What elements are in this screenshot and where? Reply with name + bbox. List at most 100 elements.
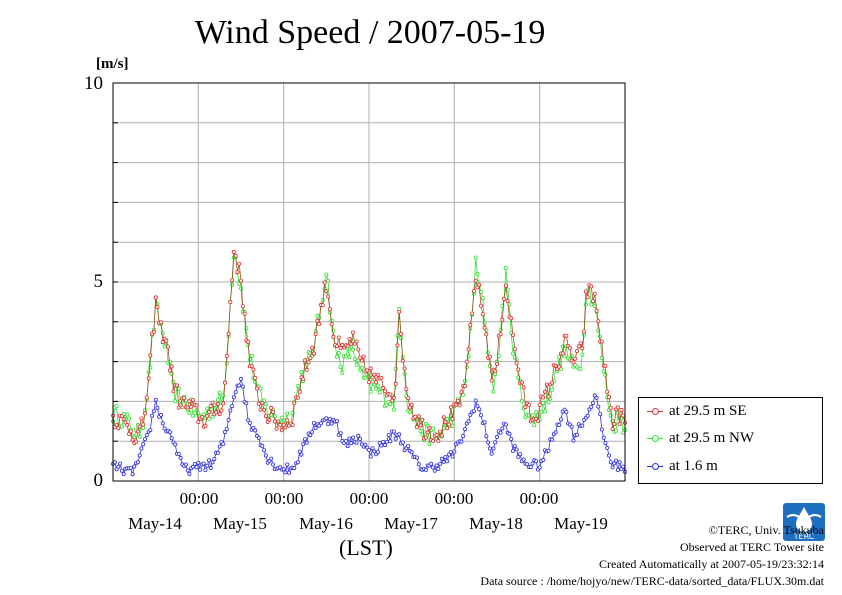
data-point-0-144 xyxy=(366,380,371,385)
data-point-2-279 xyxy=(607,453,612,458)
data-point-2-122 xyxy=(327,417,332,422)
data-point-1-276 xyxy=(601,369,606,374)
x-tick-time-4: 00:00 xyxy=(434,489,474,508)
data-point-1-180 xyxy=(430,426,435,431)
data-point-0-111 xyxy=(308,356,313,361)
data-point-0-71 xyxy=(237,261,242,266)
data-point-2-147 xyxy=(372,449,377,454)
chart-title: Wind Speed / 2007-05-19 xyxy=(194,14,546,51)
data-point-0-278 xyxy=(605,389,610,394)
data-point-0-134 xyxy=(349,341,354,346)
data-point-0-226 xyxy=(512,347,517,352)
data-point-0-202 xyxy=(470,311,475,316)
data-point-2-113 xyxy=(311,420,316,425)
data-point-2-277 xyxy=(603,441,608,446)
data-point-0-63 xyxy=(222,380,227,385)
data-point-0-43 xyxy=(187,399,192,404)
data-point-2-1 xyxy=(112,460,117,465)
data-point-1-205 xyxy=(475,271,480,276)
data-point-1-225 xyxy=(510,351,515,356)
data-point-1-128 xyxy=(338,364,343,369)
data-point-0-105 xyxy=(297,389,302,394)
data-point-0-124 xyxy=(331,334,336,339)
data-point-0-116 xyxy=(317,321,322,326)
data-point-1-263 xyxy=(578,366,583,371)
data-point-2-139 xyxy=(358,436,363,441)
data-point-2-16 xyxy=(139,446,144,451)
data-point-2-138 xyxy=(356,433,361,438)
data-point-0-42 xyxy=(185,405,190,410)
data-point-2-211 xyxy=(486,440,491,445)
data-point-0-120 xyxy=(324,289,329,294)
data-point-0-244 xyxy=(544,382,549,387)
data-point-0-281 xyxy=(610,426,615,431)
x-tick-date-may18: May-18 xyxy=(469,514,523,533)
data-point-0-287 xyxy=(621,413,626,418)
data-point-0-275 xyxy=(599,339,604,344)
data-point-1-29 xyxy=(162,344,167,349)
data-point-1-208 xyxy=(480,296,485,301)
series-layer xyxy=(111,249,628,477)
data-point-0-182 xyxy=(434,432,439,437)
data-point-0-65 xyxy=(226,331,231,336)
data-point-0-21 xyxy=(148,353,153,358)
data-point-1-17 xyxy=(141,425,146,430)
data-point-2-89 xyxy=(269,456,274,461)
legend: at 29.5 m SE at 29.5 m NW at 1.6 m xyxy=(638,397,823,484)
data-point-2-45 xyxy=(190,464,195,469)
data-point-0-128 xyxy=(338,345,343,350)
data-point-2-76 xyxy=(246,418,251,423)
data-point-0-213 xyxy=(489,378,494,383)
data-point-2-226 xyxy=(512,444,517,449)
data-point-0-225 xyxy=(510,332,515,337)
data-point-0-162 xyxy=(398,331,403,336)
data-point-2-268 xyxy=(587,407,592,412)
data-point-2-135 xyxy=(350,435,355,440)
data-point-2-287 xyxy=(621,464,626,469)
data-point-1-126 xyxy=(334,354,339,359)
data-point-2-60 xyxy=(217,444,222,449)
data-point-0-224 xyxy=(509,316,514,321)
data-point-0-80 xyxy=(253,375,258,380)
data-point-1-242 xyxy=(541,401,546,406)
plot-frame xyxy=(112,82,626,482)
data-point-2-57 xyxy=(212,457,217,462)
data-point-0-191 xyxy=(450,416,455,421)
data-point-0-153 xyxy=(382,389,387,394)
data-point-0-123 xyxy=(329,322,334,327)
data-point-2-280 xyxy=(608,460,613,465)
data-point-2-216 xyxy=(494,434,499,439)
data-point-2-108 xyxy=(302,437,307,442)
data-point-0-200 xyxy=(466,347,471,352)
data-point-2-82 xyxy=(256,435,261,440)
data-point-0-255 xyxy=(564,333,569,338)
y-tick-label-0: 0 xyxy=(93,470,104,491)
data-point-0-118 xyxy=(320,303,325,308)
data-point-2-120 xyxy=(324,416,329,421)
data-point-2-97 xyxy=(283,470,288,475)
data-point-2-131 xyxy=(343,438,348,443)
data-point-0-79 xyxy=(251,367,256,372)
data-point-2-261 xyxy=(575,432,580,437)
data-point-2-197 xyxy=(461,434,466,439)
data-point-0-74 xyxy=(242,311,247,316)
data-point-0-161 xyxy=(397,309,402,314)
data-point-0-188 xyxy=(445,426,450,431)
data-point-0-24 xyxy=(153,295,158,300)
data-point-0-15 xyxy=(137,424,142,429)
data-point-2-86 xyxy=(263,453,268,458)
data-point-0-159 xyxy=(393,381,398,386)
data-point-0-64 xyxy=(224,353,229,358)
data-point-2-210 xyxy=(484,434,489,439)
data-point-2-142 xyxy=(363,442,368,447)
data-point-2-228 xyxy=(516,454,521,459)
data-point-1-133 xyxy=(347,355,352,360)
data-point-1-83 xyxy=(258,386,263,391)
data-point-2-55 xyxy=(208,465,213,470)
data-point-2-37 xyxy=(176,452,181,457)
data-point-0-28 xyxy=(160,340,165,345)
data-point-2-219 xyxy=(500,426,505,431)
data-point-0-50 xyxy=(199,414,204,419)
data-point-0-167 xyxy=(407,405,412,410)
